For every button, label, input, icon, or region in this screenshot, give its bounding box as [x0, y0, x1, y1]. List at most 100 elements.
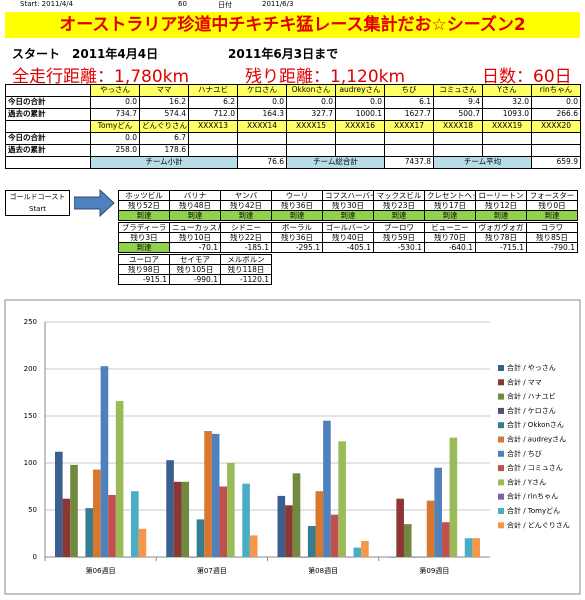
city-status: -405.1	[322, 242, 374, 253]
legend-label: 合計 / ハナユビ	[507, 392, 556, 401]
y-tick-label: 100	[24, 459, 37, 467]
city-status: -185.1	[220, 242, 272, 253]
bar	[181, 481, 190, 557]
bar	[338, 441, 346, 557]
city-status: -640.1	[424, 242, 476, 253]
footer-value: 76.6	[237, 156, 287, 169]
legend-swatch	[498, 379, 504, 386]
bar	[234, 557, 243, 558]
bar	[449, 437, 458, 557]
bar	[388, 557, 397, 558]
x-tick-label: 第07週目	[197, 566, 227, 575]
city-status: 到達	[118, 210, 170, 221]
footer-value: 7437.8	[384, 156, 434, 169]
legend-swatch	[498, 493, 504, 500]
legend-swatch	[498, 407, 504, 414]
bar	[300, 557, 308, 558]
legend-swatch	[498, 522, 504, 529]
bar	[70, 464, 78, 557]
start-city: ゴールドコースト	[9, 193, 66, 201]
legend-label: 合計 / ちび	[507, 449, 542, 458]
city-status: 到達	[475, 210, 527, 221]
bar	[411, 557, 420, 558]
bar	[108, 494, 116, 557]
bar	[93, 469, 101, 557]
start-info: Start: 2011/4/4	[20, 0, 74, 8]
corner-cell	[5, 156, 91, 169]
bar	[123, 557, 132, 558]
bar	[204, 431, 212, 557]
bar	[227, 463, 235, 557]
bar	[242, 483, 250, 557]
arrow-shape	[74, 188, 115, 218]
bar	[85, 508, 94, 557]
city-status: 到達	[424, 210, 476, 221]
bar	[189, 557, 197, 558]
bar	[307, 525, 316, 557]
bar	[115, 400, 124, 557]
bar	[457, 557, 465, 558]
start-label: Start	[28, 205, 47, 213]
x-tick-label: 第06週目	[86, 566, 116, 575]
city-status: -1120.1	[220, 274, 272, 285]
city-status: -790.1	[526, 242, 578, 253]
until-date: 2011年6月3日まで	[228, 47, 339, 61]
city-status: 到達	[526, 210, 578, 221]
bar	[403, 524, 412, 557]
bar	[219, 486, 228, 557]
legend-swatch	[498, 393, 504, 400]
days-info: 60	[178, 0, 187, 8]
y-tick-label: 50	[28, 506, 37, 514]
y-tick-label: 200	[24, 365, 37, 373]
legend-label: 合計 / ママ	[507, 377, 542, 386]
city-status: 到達	[220, 210, 272, 221]
bar	[419, 557, 427, 558]
city-status: 到達	[118, 242, 170, 253]
remaining-distance: 残り距離：1,120km	[245, 67, 406, 87]
bar	[345, 557, 354, 558]
bar	[330, 514, 339, 557]
x-tick-label: 第08週目	[308, 566, 338, 575]
bar	[353, 547, 362, 557]
legend-swatch	[498, 450, 504, 457]
chart: 0 50 100 150 200 250 第06週目 第07週目 第08週目 第09週目 合計 / …	[4, 299, 581, 595]
bar	[196, 519, 205, 557]
bar	[464, 538, 473, 557]
bar	[62, 498, 71, 557]
footer-label: チーム小計	[90, 156, 238, 169]
start-date: スタート 2011年4月4日	[12, 47, 159, 61]
date-label: 日付	[218, 1, 232, 9]
bar	[211, 433, 220, 557]
x-tick-label: 第09週目	[419, 566, 449, 575]
bar	[426, 500, 435, 557]
city-status: -915.1	[118, 274, 170, 285]
bar	[166, 460, 174, 557]
bar	[285, 505, 293, 557]
start-box: ゴールドコースト Start	[5, 190, 70, 216]
bar	[472, 538, 480, 557]
legend-swatch	[498, 508, 504, 514]
city-status: 到達	[271, 210, 323, 221]
bar	[434, 467, 442, 557]
city-status: -295.1	[271, 242, 323, 253]
bar	[292, 473, 301, 557]
legend-label: 合計 / コミュさん	[507, 463, 563, 472]
footer-label: チーム平均	[433, 156, 532, 169]
bar	[173, 481, 182, 557]
city-status: -530.1	[373, 242, 425, 253]
legend-label: 合計 / ケロさん	[507, 406, 556, 415]
bar	[249, 535, 258, 557]
arrow	[74, 188, 115, 218]
footer-label: チーム総合計	[286, 156, 385, 169]
legend-swatch	[498, 422, 504, 429]
bar	[100, 366, 109, 557]
total-distance: 全走行距離：1,780km	[12, 67, 190, 87]
legend-swatch	[498, 465, 504, 472]
bar	[138, 528, 147, 557]
bar	[396, 498, 404, 557]
city-status: 到達	[169, 210, 221, 221]
legend-swatch	[498, 365, 504, 371]
legend-label: 合計 / Tomyどん	[507, 506, 560, 515]
end-date: 2011/6/3	[262, 0, 294, 8]
legend-label: 合計 / Yさん	[507, 477, 546, 486]
